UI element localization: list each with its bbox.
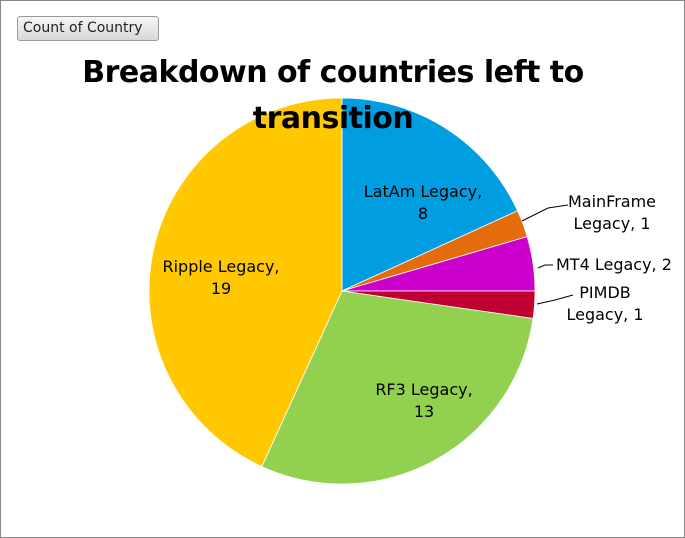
chart-title: Breakdown of countries left to transitio… [82, 55, 584, 136]
pie-slice-latam-legacy [341, 97, 519, 292]
data-label-line: LatAm Legacy, [364, 182, 482, 201]
data-label-ripple-legacy: Ripple Legacy, 19 [162, 257, 279, 298]
data-label-line: PIMDB [579, 283, 630, 302]
data-label-line: 13 [414, 402, 434, 421]
data-label-latam-legacy: LatAm Legacy, 8 [364, 182, 482, 223]
data-label-rf3-legacy: RF3 Legacy, 13 [375, 380, 472, 421]
data-label-line: RF3 Legacy, [375, 380, 472, 399]
data-label-line: MT4 Legacy, 2 [556, 255, 672, 274]
pie-slice-ripple-legacy [148, 97, 343, 468]
pie-slice-rf3-legacy [261, 290, 534, 485]
data-label-mainframe-legacy: MainFrame Legacy, 1 [568, 192, 656, 233]
leader-line-pimdb-legacy [536, 294, 574, 305]
data-label-line: Legacy, 1 [573, 214, 650, 233]
data-label-line: Legacy, 1 [566, 305, 643, 324]
data-label-line: 8 [418, 204, 428, 223]
leader-line-mt4-legacy [537, 264, 553, 269]
data-label-line: 19 [211, 279, 231, 298]
data-label-line: Ripple Legacy, [162, 257, 279, 276]
data-label-mt4-legacy: MT4 Legacy, 2 [556, 255, 672, 274]
count-of-country-field-button[interactable]: Count of Country [17, 16, 159, 41]
data-label-line: MainFrame [568, 192, 656, 211]
leader-line-mainframe-legacy [521, 204, 569, 222]
data-label-pimdb-legacy: PIMDB Legacy, 1 [566, 283, 643, 324]
